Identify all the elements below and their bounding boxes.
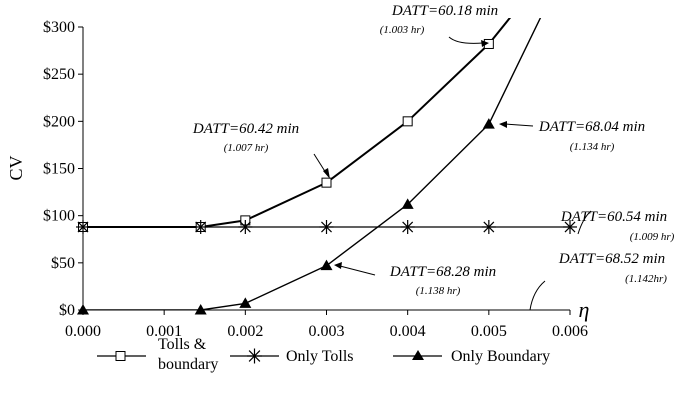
legend-label-line-1: Tolls & (158, 336, 207, 353)
annotation-main: DATT=60.42 min (192, 121, 299, 137)
annotation-sub: (1.009 hr) (630, 231, 675, 243)
point-marker-asterisk (193, 219, 208, 234)
annotation-sub: (1.003 hr) (380, 24, 425, 36)
annotation-datt-60-18: DATT=60.18 min (1.003 hr) (380, 3, 498, 36)
annotation-main: DATT=68.04 min (538, 119, 645, 135)
x-tick-label: 0.003 (309, 323, 345, 340)
annotation-main: DATT=60.18 min (391, 3, 498, 19)
point-marker-asterisk (481, 219, 496, 234)
x-tick-label: 0.000 (65, 323, 101, 340)
x-tick-label: 0.005 (471, 323, 507, 340)
annotation-sub: (1.134 hr) (570, 141, 615, 153)
annotation-main: DATT=60.54 min (560, 209, 667, 225)
legend: Tolls & boundary Only Tolls Only Boundar… (97, 336, 550, 373)
y-tick-label: $100 (43, 208, 75, 225)
arrow-60-18 (448, 36, 484, 44)
legend-label-line-2: boundary (158, 356, 218, 373)
point-marker-triangle (239, 297, 252, 308)
annotation-datt-68-52: DATT=68.52 min (1.142hr) (558, 251, 667, 285)
point-marker-asterisk (563, 219, 577, 234)
y-axis-label: CV (6, 155, 26, 180)
x-tick-label: 0.006 (552, 323, 588, 340)
point-marker-asterisk (400, 219, 415, 234)
x-axis-label: η (579, 297, 590, 322)
annotation-main: DATT=68.52 min (558, 251, 665, 267)
annotation-sub: (1.138 hr) (416, 285, 461, 297)
point-marker-asterisk (238, 219, 253, 234)
y-tick-label: $300 (43, 19, 75, 36)
annotation-datt-68-04: DATT=68.04 min (1.134 hr) (538, 119, 645, 153)
x-tick-label: 0.001 (146, 323, 182, 340)
legend-marker-triangle (412, 350, 424, 360)
legend-item-only-boundary: Only Boundary (393, 348, 550, 365)
arrow-60-42 (313, 153, 327, 174)
y-tick-label: $50 (51, 255, 75, 272)
arrow-68-04 (504, 123, 534, 127)
legend-label: Only Tolls (286, 348, 353, 365)
annotation-main: DATT=68.28 min (389, 264, 496, 280)
legend-label: Only Boundary (451, 348, 550, 365)
series-line-tolls-boundary (83, 18, 512, 228)
arrow-60-54 (577, 210, 592, 235)
legend-item-tolls-boundary: Tolls & boundary (97, 336, 218, 373)
point-marker-triangle (482, 118, 495, 129)
point-marker-triangle (401, 198, 414, 209)
arrow-60-42-head (323, 168, 330, 179)
legend-marker-square (115, 351, 126, 361)
arrow-68-28 (339, 265, 376, 276)
point-marker-asterisk (319, 219, 334, 234)
point-marker-asterisk (76, 219, 90, 234)
point-marker-square (321, 177, 332, 188)
annotation-sub: (1.007 hr) (224, 142, 269, 154)
legend-item-only-tolls: Only Tolls (230, 348, 353, 365)
legend-asterisk-glyph (247, 348, 262, 364)
annotation-arrows (313, 36, 592, 311)
annotation-datt-60-42: DATT=60.42 min (1.007 hr) (192, 121, 299, 154)
y-tick-label: $200 (43, 113, 75, 130)
point-marker-square (402, 116, 413, 127)
annotation-datt-68-28: DATT=68.28 min (1.138 hr) (389, 264, 496, 297)
point-marker-triangle (320, 259, 333, 271)
x-tick-label: 0.004 (390, 323, 426, 340)
series-markers (76, 38, 577, 315)
point-marker-triangle (194, 304, 207, 315)
y-tick-label: $250 (43, 66, 75, 83)
x-tick-label: 0.002 (227, 323, 263, 340)
legend-marker-asterisk (247, 348, 262, 364)
arrow-68-28-head (334, 262, 342, 269)
arrow-68-04-head (499, 121, 507, 128)
y-ticks: $0 $50 $100 $150 $200 $250 $300 (43, 19, 83, 319)
arrow-68-52 (529, 280, 546, 311)
annotation-datt-60-54: DATT=60.54 min (1.009 hr) (560, 209, 675, 243)
y-tick-label: $150 (43, 161, 75, 178)
arrow-60-18-head (481, 40, 489, 47)
point-marker-triangle (77, 304, 89, 315)
annotation-sub: (1.142hr) (625, 273, 667, 285)
y-tick-label: $0 (59, 302, 75, 319)
x-ticks: 0.000 0.001 0.002 0.003 0.004 0.005 0.006 (65, 310, 588, 340)
